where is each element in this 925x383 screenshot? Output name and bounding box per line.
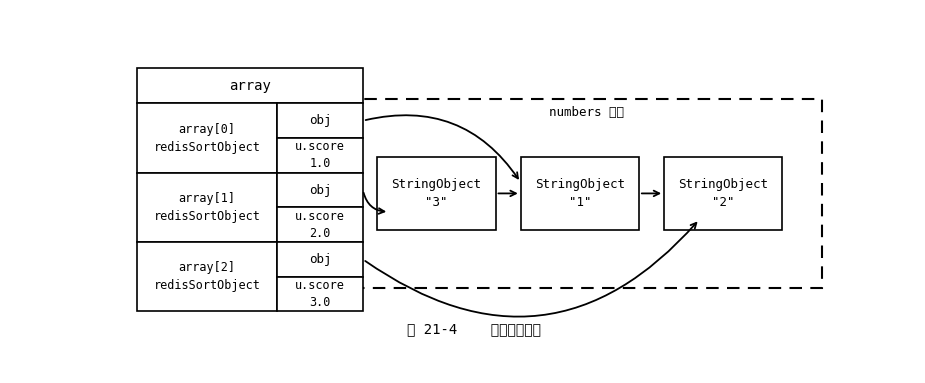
Text: 图 21-4    排序后的数组: 图 21-4 排序后的数组 (407, 322, 541, 336)
FancyBboxPatch shape (664, 157, 783, 230)
FancyBboxPatch shape (352, 99, 821, 288)
FancyBboxPatch shape (278, 277, 363, 311)
Text: obj: obj (309, 253, 331, 266)
FancyBboxPatch shape (278, 103, 363, 138)
Text: array[2]
redisSortObject: array[2] redisSortObject (154, 261, 261, 292)
Text: StringObject
"1": StringObject "1" (535, 178, 624, 209)
Text: StringObject
"3": StringObject "3" (391, 178, 481, 209)
FancyBboxPatch shape (278, 207, 363, 242)
Text: u.score
1.0: u.score 1.0 (295, 140, 345, 170)
FancyBboxPatch shape (377, 157, 496, 230)
FancyBboxPatch shape (278, 138, 363, 173)
Text: u.score
2.0: u.score 2.0 (295, 210, 345, 240)
FancyBboxPatch shape (278, 242, 363, 277)
Text: u.score
3.0: u.score 3.0 (295, 279, 345, 309)
Text: array[0]
redisSortObject: array[0] redisSortObject (154, 123, 261, 154)
Text: numbers 链表: numbers 链表 (549, 106, 624, 119)
FancyBboxPatch shape (521, 157, 639, 230)
Text: StringObject
"2": StringObject "2" (678, 178, 768, 209)
Text: obj: obj (309, 114, 331, 127)
FancyBboxPatch shape (137, 173, 278, 242)
FancyBboxPatch shape (137, 68, 363, 103)
Text: array[1]
redisSortObject: array[1] redisSortObject (154, 192, 261, 223)
FancyBboxPatch shape (278, 173, 363, 207)
FancyBboxPatch shape (137, 103, 278, 173)
Text: obj: obj (309, 183, 331, 196)
Text: array: array (229, 79, 271, 93)
FancyBboxPatch shape (137, 242, 278, 311)
